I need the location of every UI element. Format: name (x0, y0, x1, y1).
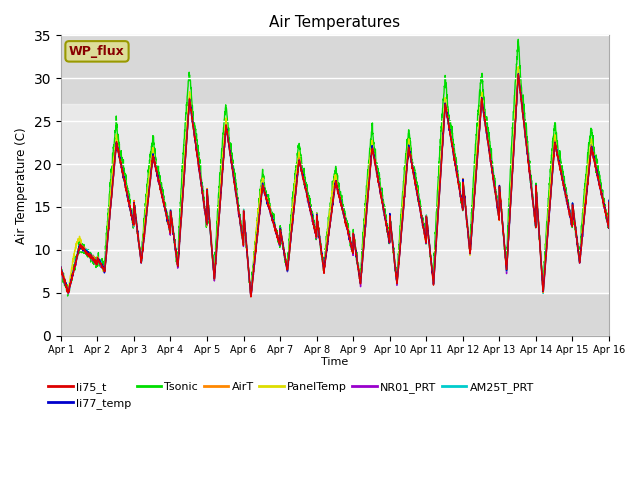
NR01_PRT (247, 293, 255, 299)
AM25T_PRT (536, 233, 543, 239)
Text: WP_flux: WP_flux (69, 45, 125, 58)
li77_temp (595, 179, 602, 184)
li75_t (120, 175, 127, 180)
X-axis label: Time: Time (321, 357, 349, 367)
PanelTemp (291, 182, 299, 188)
AM25T_PRT (515, 72, 522, 78)
PanelTemp (120, 172, 127, 178)
li75_t (152, 167, 160, 173)
NR01_PRT (152, 167, 160, 172)
li75_t (605, 200, 612, 205)
PanelTemp (515, 64, 522, 70)
NR01_PRT (605, 200, 612, 206)
li75_t (291, 195, 299, 201)
NR01_PRT (57, 267, 65, 273)
li77_temp (605, 197, 612, 203)
li75_t (595, 177, 602, 182)
li77_temp (247, 293, 255, 299)
Y-axis label: Air Temperature (C): Air Temperature (C) (15, 127, 28, 244)
li77_temp (268, 213, 275, 219)
AM25T_PRT (268, 213, 275, 219)
PanelTemp (595, 176, 602, 182)
Legend: li75_t, li77_temp, Tsonic, AirT, PanelTemp, NR01_PRT, AM25T_PRT: li75_t, li77_temp, Tsonic, AirT, PanelTe… (44, 377, 538, 413)
AM25T_PRT (291, 195, 299, 201)
Tsonic (291, 171, 299, 177)
PanelTemp (268, 212, 275, 217)
Line: AM25T_PRT: AM25T_PRT (61, 75, 609, 296)
li75_t (268, 212, 275, 218)
Tsonic (595, 169, 602, 175)
li77_temp (57, 264, 65, 270)
AirT (152, 165, 160, 170)
AirT (536, 233, 543, 239)
AirT (291, 197, 299, 203)
Line: AirT: AirT (61, 73, 609, 297)
Tsonic (605, 201, 612, 206)
Title: Air Temperatures: Air Temperatures (269, 15, 401, 30)
NR01_PRT (291, 197, 299, 203)
Line: li75_t: li75_t (61, 74, 609, 297)
li77_temp (152, 167, 160, 172)
AM25T_PRT (120, 172, 127, 178)
Tsonic (536, 232, 543, 238)
Tsonic (57, 268, 65, 274)
PanelTemp (605, 199, 612, 204)
AM25T_PRT (152, 165, 160, 170)
Line: PanelTemp: PanelTemp (61, 67, 609, 296)
Tsonic (152, 162, 160, 168)
AirT (57, 266, 65, 272)
AM25T_PRT (605, 200, 612, 205)
Tsonic (120, 169, 127, 175)
PanelTemp (57, 267, 65, 273)
Tsonic (268, 210, 275, 216)
AirT (595, 176, 602, 182)
Tsonic (515, 36, 522, 42)
NR01_PRT (515, 72, 522, 78)
li77_temp (120, 173, 127, 179)
PanelTemp (247, 293, 255, 299)
li75_t (247, 294, 255, 300)
Line: li77_temp: li77_temp (61, 74, 609, 296)
Tsonic (64, 293, 72, 299)
NR01_PRT (120, 173, 127, 179)
AirT (247, 294, 255, 300)
AM25T_PRT (57, 267, 65, 273)
PanelTemp (536, 236, 543, 242)
AirT (268, 211, 275, 216)
AirT (120, 173, 127, 179)
li75_t (57, 264, 65, 270)
li75_t (536, 236, 543, 242)
li77_temp (536, 233, 543, 239)
PanelTemp (152, 165, 160, 170)
NR01_PRT (536, 235, 543, 241)
NR01_PRT (268, 214, 275, 219)
li77_temp (515, 71, 522, 77)
Line: NR01_PRT: NR01_PRT (61, 75, 609, 296)
NR01_PRT (595, 178, 602, 183)
AirT (515, 70, 522, 76)
Bar (61, 104, 609, 293)
AM25T_PRT (595, 178, 602, 184)
Line: Tsonic: Tsonic (61, 39, 609, 296)
AirT (605, 199, 612, 204)
AM25T_PRT (247, 293, 255, 299)
li77_temp (291, 193, 299, 199)
li75_t (515, 72, 522, 77)
